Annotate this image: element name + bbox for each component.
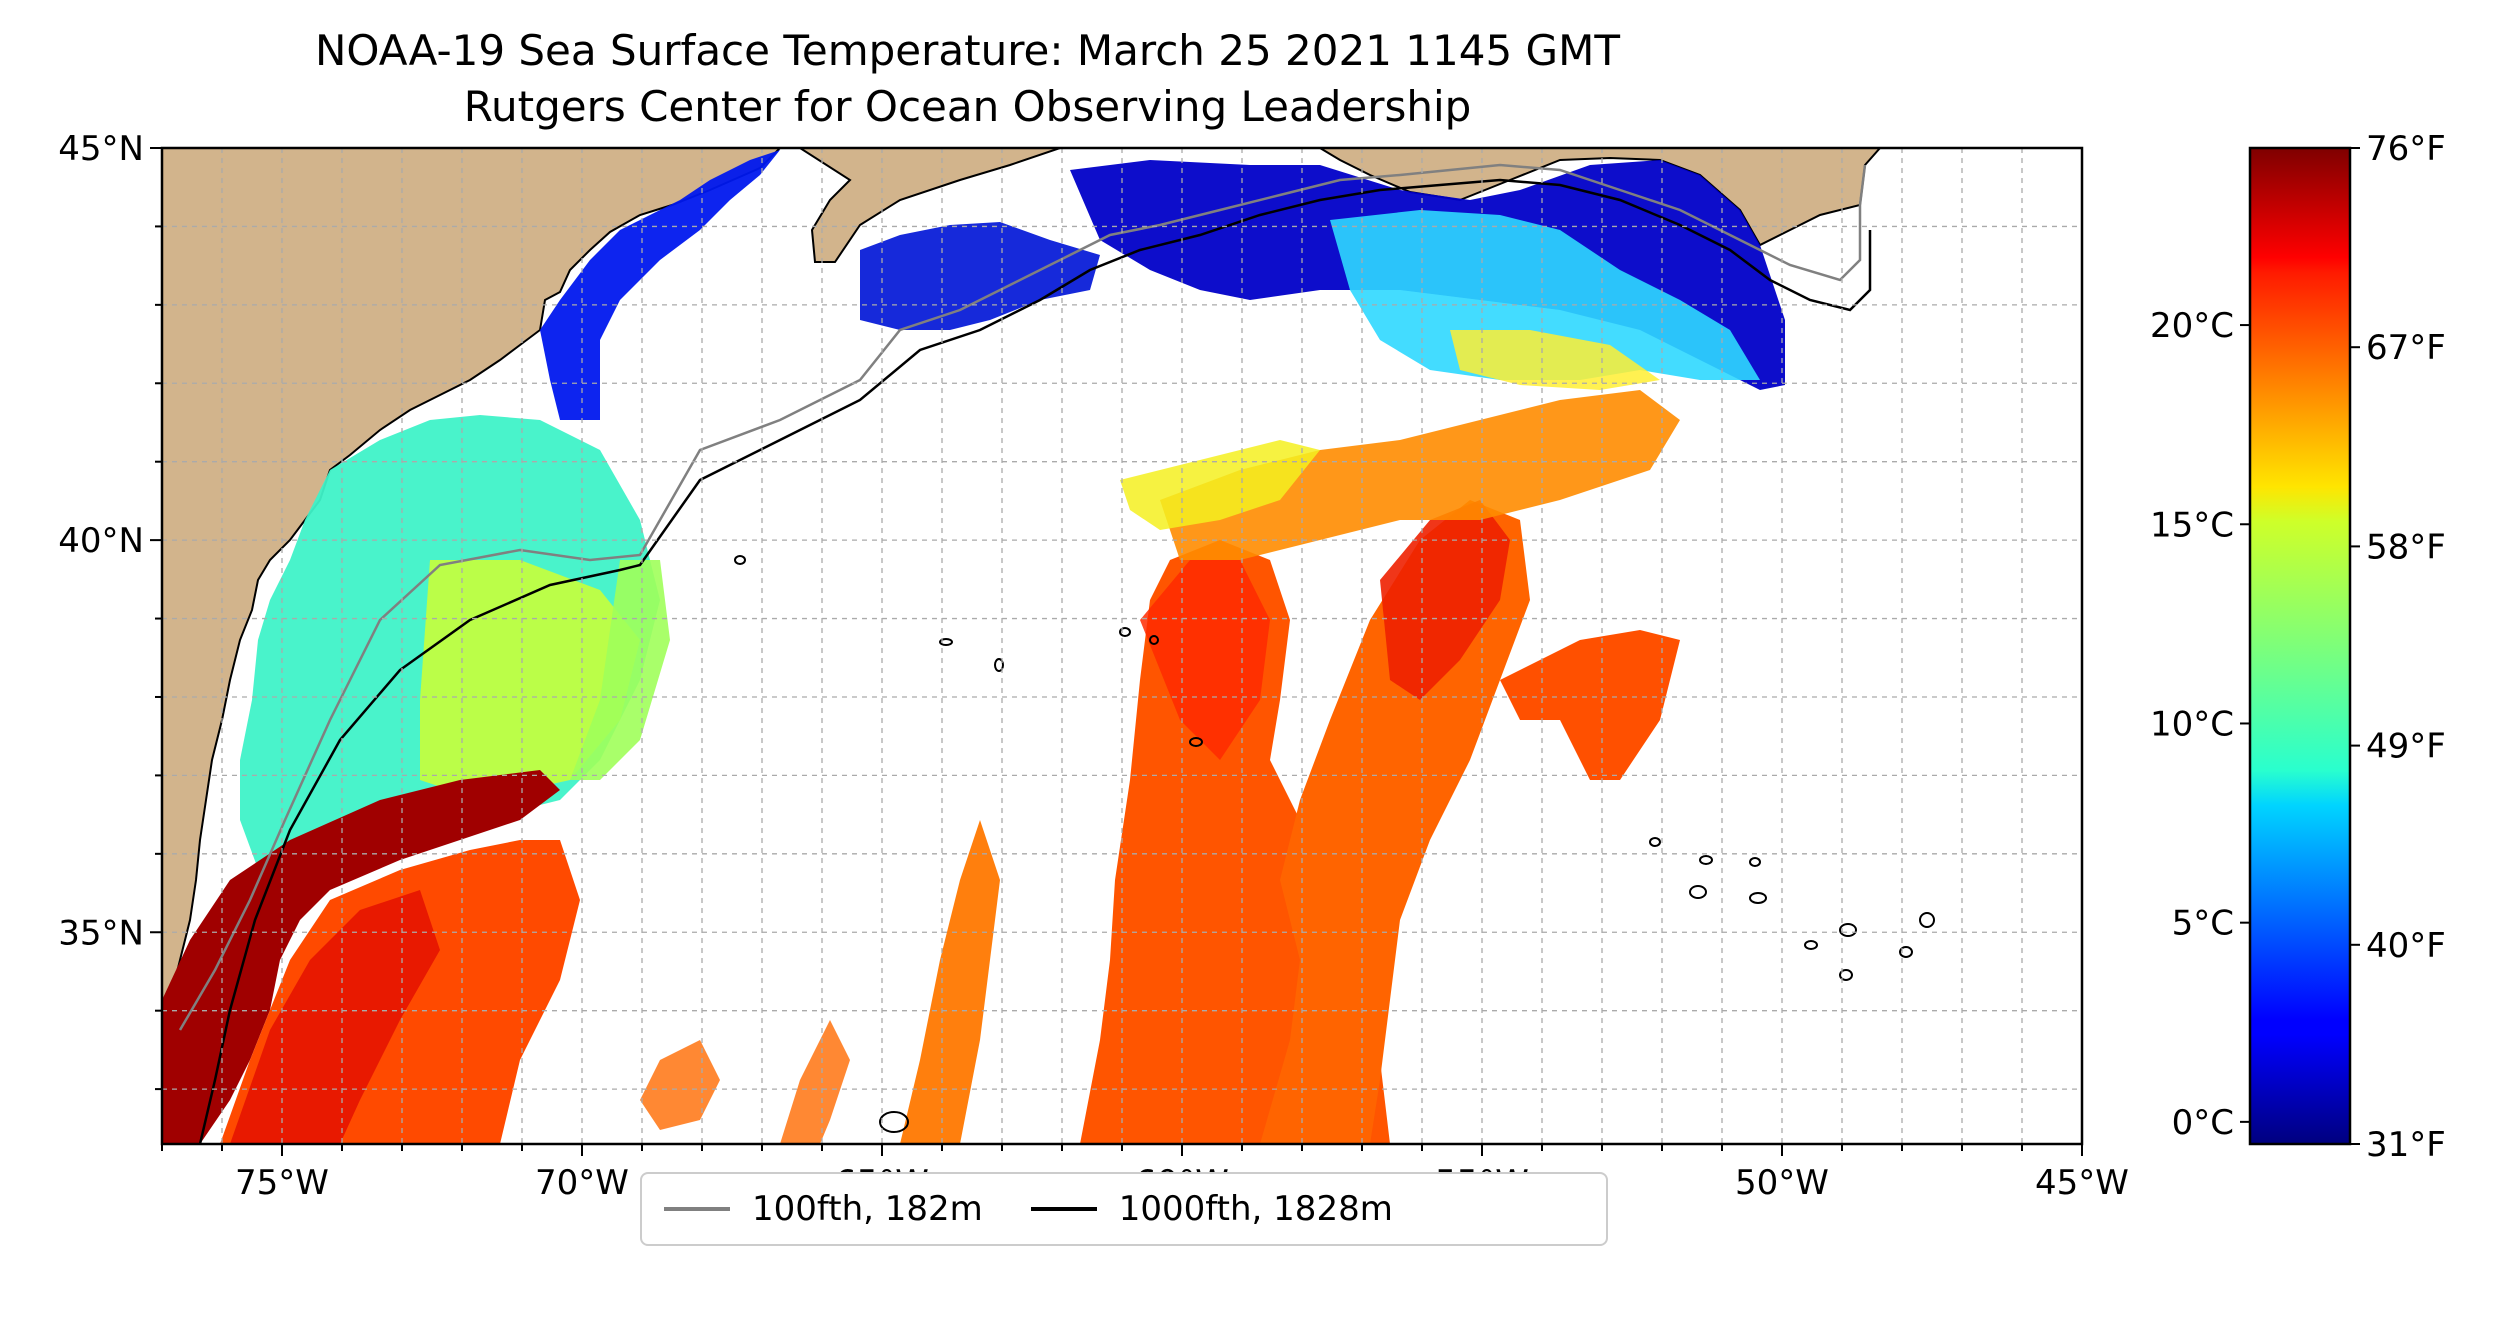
chart-title: NOAA-19 Sea Surface Temperature: March 2… xyxy=(315,26,1620,75)
lon-tick-label: 50°W xyxy=(1735,1163,1829,1203)
lon-tick-label: 75°W xyxy=(235,1163,329,1203)
sst-gulf-stream-core xyxy=(162,770,560,1144)
colorbar-c-tick-label: 0°C xyxy=(2172,1103,2234,1143)
legend-swatch-1000fth xyxy=(1030,1207,1097,1211)
lat-tick-label: 40°N xyxy=(58,521,144,561)
sst-warm-patch-east xyxy=(1500,630,1680,780)
colorbar-c-tick-label: 20°C xyxy=(2150,306,2234,346)
graticule xyxy=(161,147,2083,1144)
colorbar-c-tick-label: 10°C xyxy=(2150,704,2234,744)
sst-midlat-yellow xyxy=(1120,440,1320,530)
contour-100fth xyxy=(178,163,1867,1031)
colorbar-c-tick-label: 15°C xyxy=(2150,505,2234,545)
colorbar-celsius-ticks: 20°C 15°C 10°C 5°C 0°C xyxy=(2150,306,2250,1143)
land-nova-scotia xyxy=(798,148,1061,263)
lat-tick-label: 35°N xyxy=(58,913,144,953)
lon-tick-label: 45°W xyxy=(2035,1163,2129,1203)
sst-cold-scotian-shelf xyxy=(860,222,1100,330)
sst-slope-green xyxy=(570,560,670,780)
land-north-america xyxy=(162,148,782,1031)
legend-swatch-100fth xyxy=(664,1207,730,1211)
sst-cold-gulf-of-maine xyxy=(540,150,780,420)
lon-tick-label: 70°W xyxy=(535,1163,629,1203)
legend-label-1000fth: 1000fth, 1828m xyxy=(1118,1189,1393,1229)
map-frame xyxy=(160,146,2084,1146)
legend-label-100fth: 100fth, 182m xyxy=(752,1189,983,1229)
colorbar-f-tick-label: 31°F xyxy=(2366,1125,2446,1165)
seamount-outlines xyxy=(734,555,1936,1133)
legend-entry-1000fth: 1000fth, 1828m xyxy=(1030,1189,1393,1229)
sst-mild-grand-banks-yellow xyxy=(1450,330,1660,390)
sst-warm-specks-west xyxy=(640,1020,850,1144)
sst-cool-grand-banks-cyan xyxy=(1330,210,1760,380)
bathymetry-contours xyxy=(178,163,1936,1144)
sst-warm-midlat-orange xyxy=(1160,390,1680,560)
contour-1000fth xyxy=(198,178,1872,1144)
colorbar-c-tick-label: 5°C xyxy=(2172,904,2234,944)
latitude-labels: 45°N 40°N 35°N xyxy=(58,129,144,953)
legend-entry-100fth: 100fth, 182m xyxy=(664,1189,983,1229)
chart-subtitle: Rutgers Center for Ocean Observing Leade… xyxy=(463,82,1472,131)
colorbar xyxy=(2248,146,2352,1146)
sst-warm-eddy-central-red xyxy=(1140,560,1270,760)
colorbar-f-tick-label: 58°F xyxy=(2366,527,2446,567)
colorbar-f-tick-label: 67°F xyxy=(2366,328,2446,368)
lat-tick-label: 45°N xyxy=(58,129,144,169)
legend: 100fth, 182m 1000fth, 1828m xyxy=(640,1172,1608,1246)
colorbar-f-tick-label: 40°F xyxy=(2366,926,2446,966)
colorbar-f-tick-label: 49°F xyxy=(2366,727,2446,767)
sst-warm-ridge-red xyxy=(1380,500,1510,700)
map-layers xyxy=(162,148,1882,1144)
sst-warm-filament-east xyxy=(1260,500,1530,1144)
sst-warm-filament-west xyxy=(900,820,1000,1144)
colorbar-f-tick-label: 76°F xyxy=(2366,129,2446,169)
colorbar-fahrenheit-ticks: 76°F 67°F 58°F 49°F 40°F 31°F xyxy=(2350,129,2446,1165)
